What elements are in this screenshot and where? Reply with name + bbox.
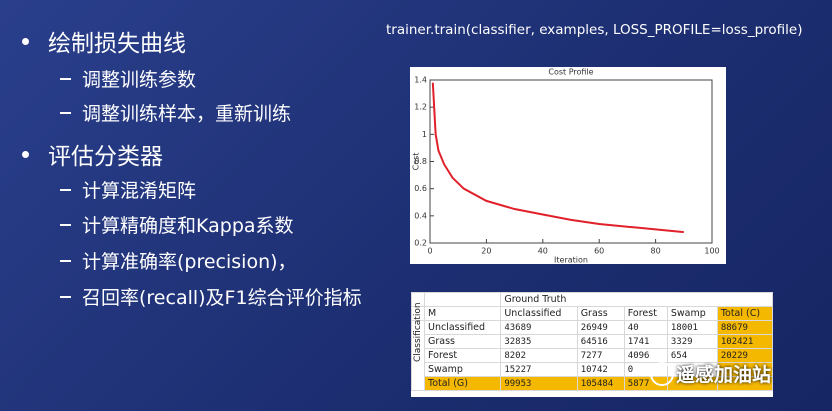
table-row: Total (G) 99953 105484 5877 bbox=[412, 376, 773, 391]
table-row: Ground Truth bbox=[411, 292, 773, 307]
sub-bullet-text: 调整训练参数 bbox=[82, 69, 197, 91]
sub-bullet-dash bbox=[60, 296, 71, 298]
blank-cell bbox=[423, 292, 502, 307]
side-label: Classification bbox=[413, 301, 423, 362]
table-row: M Unclassified Grass Forest Swamp Total (C) bbox=[411, 306, 773, 321]
table-cell: 4096 bbox=[623, 348, 668, 363]
table-cell: 88679 bbox=[716, 320, 773, 335]
x-axis-label: Iteration bbox=[554, 256, 588, 265]
watermark-icon bbox=[650, 362, 674, 386]
table-cell: 32835 bbox=[500, 334, 578, 349]
watermark: 遥感加油站 bbox=[676, 364, 772, 386]
table: Ground Truth M Unclassified Grass Forest Swam… bbox=[411, 292, 773, 391]
x-tick-label: 80 bbox=[651, 247, 661, 256]
column-header: Grass bbox=[576, 306, 625, 321]
table-row: Forest 8202 7277 4096 654 20229 bbox=[412, 348, 773, 363]
group-header: Ground Truth bbox=[500, 292, 773, 307]
row-header: Total (G) bbox=[423, 376, 502, 391]
table-cell: 26949 bbox=[576, 320, 625, 335]
sub-bullet-dash bbox=[60, 260, 71, 262]
cost-chart: Cost Profile 0.2 0.4 0.6 0.8 1 1.2 1.4 0 20 40 60 80… bbox=[410, 67, 726, 264]
bullet-dot bbox=[22, 38, 29, 45]
column-header: Unclassified bbox=[500, 306, 578, 321]
table-cell: 1741 bbox=[623, 334, 668, 349]
column-header: Total (C) bbox=[716, 306, 773, 321]
table-cell: 10742 bbox=[576, 362, 625, 377]
y-tick-label: 1 bbox=[422, 130, 427, 139]
table-cell: 7277 bbox=[576, 348, 625, 363]
y-tick-label: 1.4 bbox=[414, 76, 427, 85]
table-cell: 3329 bbox=[666, 334, 718, 349]
sub-bullet-dash bbox=[60, 224, 71, 226]
blank-cell bbox=[716, 376, 773, 391]
sub-bullet-dash bbox=[60, 112, 71, 114]
x-tick-label: 100 bbox=[704, 247, 719, 256]
sub-bullet-text: 调整训练样本，重新训练 bbox=[82, 103, 292, 125]
sub-bullet-dash bbox=[60, 189, 71, 191]
table-cell: 15227 bbox=[500, 362, 578, 377]
sub-bullet-dash bbox=[60, 78, 71, 80]
bullet-text: 绘制损失曲线 bbox=[48, 31, 186, 57]
table-cell: 43689 bbox=[500, 320, 578, 335]
table-cell: 8202 bbox=[500, 348, 578, 363]
table-cell: 18001 bbox=[666, 320, 718, 335]
sub-bullet-text: 计算准确率(precision)， bbox=[82, 251, 297, 273]
bullet-text: 评估分类器 bbox=[48, 144, 163, 170]
column-header: Forest bbox=[623, 306, 668, 321]
y-tick-label: 1.2 bbox=[414, 103, 427, 112]
column-header: Swamp bbox=[666, 306, 718, 321]
table-row: Grass 32835 64516 1741 3329 102421 bbox=[412, 334, 773, 349]
cost-curve bbox=[431, 82, 684, 234]
sub-bullet-text: 召回率(recall)及F1综合评价指标 bbox=[82, 287, 362, 309]
column-header: M bbox=[423, 306, 502, 321]
sub-bullet-text: 计算精确度和Kappa系数 bbox=[82, 215, 294, 237]
row-header: Grass bbox=[423, 334, 502, 349]
table-cell: 102421 bbox=[716, 334, 773, 349]
chart-title: Cost Profile bbox=[548, 68, 593, 77]
x-tick-label: 40 bbox=[538, 247, 548, 256]
row-header: Swamp bbox=[423, 362, 502, 377]
x-tick-label: 20 bbox=[481, 247, 491, 256]
code-caption: trainer.train(classifier, examples, LOSS… bbox=[386, 22, 803, 38]
y-tick-label: 0.2 bbox=[414, 239, 427, 248]
y-axis-label: Cost bbox=[412, 153, 421, 171]
row-header: Forest bbox=[423, 348, 502, 363]
table-cell: 64516 bbox=[576, 334, 625, 349]
plot-frame bbox=[429, 79, 713, 244]
x-tick-label: 0 bbox=[427, 247, 432, 256]
table-cell: 105484 bbox=[576, 376, 625, 391]
x-tick-label: 60 bbox=[594, 247, 604, 256]
row-header: Unclassified bbox=[423, 320, 502, 335]
table-row: Classification Unclassified 43689 26949 40 18… bbox=[411, 302, 773, 391]
bullet-dot bbox=[22, 151, 29, 158]
table-cell: 99953 bbox=[500, 376, 578, 391]
y-tick-label: 0.8 bbox=[414, 157, 427, 166]
y-tick-label: 0.4 bbox=[414, 211, 427, 220]
table-cell: 40 bbox=[623, 320, 668, 335]
sub-bullet-text: 计算混淆矩阵 bbox=[82, 180, 197, 202]
y-tick-label: 0.6 bbox=[414, 184, 427, 193]
side-label-cell: Classification bbox=[411, 301, 425, 391]
confusion-table: Ground Truth M Unclassified Grass Forest Swam… bbox=[411, 292, 773, 397]
